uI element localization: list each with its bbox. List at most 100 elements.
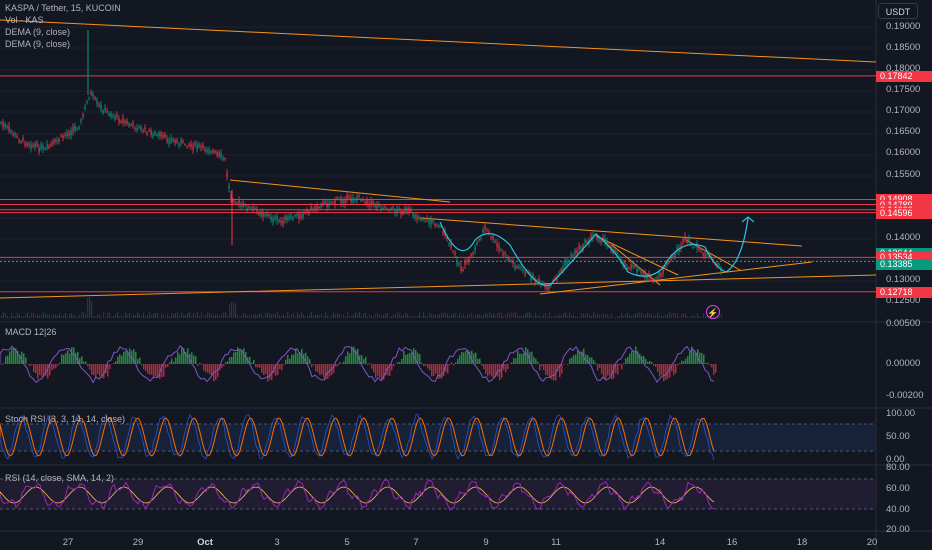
candle-body xyxy=(162,134,164,138)
volume-bar xyxy=(577,316,579,318)
macd-histogram-bar xyxy=(23,353,25,364)
candle-body xyxy=(210,151,212,153)
candle-body xyxy=(158,132,160,137)
candle-body xyxy=(614,249,616,253)
macd-histogram-bar xyxy=(141,364,143,366)
volume-bar xyxy=(55,314,57,318)
macd-histogram-bar xyxy=(287,355,289,364)
candle-body xyxy=(592,233,594,239)
macd-histogram-bar xyxy=(285,359,287,364)
symbol-title[interactable]: KASPA / Tether, 15, KUCOIN xyxy=(5,3,121,13)
volume-bar xyxy=(155,313,157,318)
volume-bar xyxy=(57,315,59,318)
macd-histogram-bar xyxy=(417,352,419,364)
volume-bar xyxy=(69,314,71,318)
volume-bar xyxy=(655,315,657,318)
macd-histogram-bar xyxy=(515,358,517,364)
macd-histogram-bar xyxy=(573,355,575,364)
macd-histogram-bar xyxy=(561,364,563,374)
volume-bar xyxy=(19,314,21,318)
volume-bar xyxy=(347,312,349,318)
volume-bar xyxy=(221,314,223,318)
macd-histogram-bar xyxy=(35,364,37,374)
price-tick-label: 0.18500 xyxy=(886,42,921,54)
rsi-legend[interactable]: RSI (14, close, SMA, 14, 2) xyxy=(5,473,115,483)
time-tick-label: 11 xyxy=(551,537,561,548)
macd-histogram-bar xyxy=(593,360,595,364)
macd-histogram-bar xyxy=(435,364,437,374)
currency-button[interactable]: USDT xyxy=(878,3,918,19)
volume-bar xyxy=(609,316,611,318)
candle-body xyxy=(426,218,428,221)
macd-histogram-bar xyxy=(637,351,639,364)
macd-histogram-bar xyxy=(291,354,293,364)
candle-body xyxy=(680,245,682,249)
macd-histogram-bar xyxy=(709,364,711,365)
dema-legend-1[interactable]: DEMA (9, close) xyxy=(5,27,71,37)
macd-histogram-bar xyxy=(251,362,253,364)
trendline-top xyxy=(0,19,877,63)
volume-bar xyxy=(321,313,323,318)
macd-histogram-bar xyxy=(75,352,77,364)
macd-legend[interactable]: MACD 12|26 xyxy=(5,327,57,337)
volume-bar xyxy=(81,312,83,318)
volume-legend[interactable]: Vol · KAS xyxy=(5,15,44,25)
candle-body xyxy=(10,130,12,133)
macd-histogram-bar xyxy=(609,364,611,376)
volume-bar xyxy=(31,312,33,318)
candle-body xyxy=(702,253,704,256)
candle-body xyxy=(684,235,686,240)
price-tick-label: 0.14000 xyxy=(886,231,921,243)
macd-histogram-bar xyxy=(715,364,717,373)
macd-histogram-bar xyxy=(603,364,605,379)
macd-histogram-bar xyxy=(297,353,299,364)
candle-body xyxy=(628,267,630,269)
candle-body xyxy=(82,114,84,117)
stoch-rsi-legend[interactable]: Stoch RSI (3, 3, 14, 14, close) xyxy=(5,414,126,424)
volume-bar xyxy=(135,315,137,318)
volume-bar xyxy=(579,316,581,318)
macd-histogram-bar xyxy=(397,362,399,364)
volume-bar xyxy=(443,312,445,318)
volume-bar xyxy=(607,314,609,318)
candle-body xyxy=(342,199,344,204)
macd-histogram-bar xyxy=(275,364,277,376)
volume-bar xyxy=(89,297,91,318)
dema-legend-2[interactable]: DEMA (9, close) xyxy=(5,39,71,49)
volume-bar xyxy=(439,313,441,318)
candle-body xyxy=(176,139,178,143)
volume-bar xyxy=(45,313,47,318)
volume-bar xyxy=(395,314,397,318)
volume-bar xyxy=(591,315,593,318)
volume-bar xyxy=(433,314,435,318)
volume-bar xyxy=(551,316,553,318)
candle-body xyxy=(602,236,604,240)
volume-bar xyxy=(247,315,249,318)
macd-histogram-bar xyxy=(585,354,587,364)
macd-histogram-bar xyxy=(317,364,319,373)
candle-body xyxy=(514,265,516,269)
candle-body xyxy=(528,271,530,274)
price-badge: 0.13385 xyxy=(876,258,932,270)
macd-histogram-bar xyxy=(389,364,391,376)
macd-histogram-bar xyxy=(473,353,475,364)
macd-histogram-bar xyxy=(145,364,147,372)
candle-body xyxy=(224,158,226,160)
macd-histogram-bar xyxy=(121,355,123,364)
volume-bar xyxy=(601,314,603,318)
candle-body xyxy=(546,286,548,290)
macd-histogram-bar xyxy=(427,364,429,369)
candle-body xyxy=(344,199,346,205)
volume-bar xyxy=(1,315,3,318)
macd-histogram-bar xyxy=(269,364,271,380)
macd-histogram-bar xyxy=(367,364,369,366)
candle-body xyxy=(428,219,430,224)
candle-body xyxy=(270,216,272,221)
candle-body xyxy=(190,143,192,147)
volume-bar xyxy=(409,316,411,318)
volume-bar xyxy=(385,312,387,318)
lightning-icon[interactable]: ⚡ xyxy=(706,305,720,319)
candle-body xyxy=(488,231,490,234)
macd-histogram-bar xyxy=(313,364,315,365)
